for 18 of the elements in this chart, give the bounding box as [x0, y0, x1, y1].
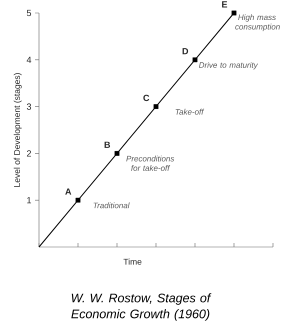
text: E — [222, 1, 228, 8]
point — [154, 104, 158, 109]
annotation: D — [182, 48, 188, 54]
x-axis-title: Time — [124, 258, 142, 265]
text: W. W. Rostow, Stages of Economic Growth (1960) — [71, 293, 212, 321]
point — [192, 57, 198, 62]
annotation: A — [65, 188, 72, 195]
y-tick-label: 4 — [26, 56, 32, 63]
annotation: C — [143, 94, 150, 102]
y-axis-title: Level of Development (stages) — [14, 73, 22, 187]
point — [232, 10, 236, 16]
y-tick-label: 2 — [26, 150, 32, 157]
y-tick-label: 3 — [26, 103, 32, 110]
y-tick-label: 1 — [27, 197, 32, 204]
point — [114, 151, 120, 156]
point — [76, 198, 80, 203]
y-tick-label: 5 — [26, 10, 32, 16]
annotation: B — [104, 142, 110, 148]
